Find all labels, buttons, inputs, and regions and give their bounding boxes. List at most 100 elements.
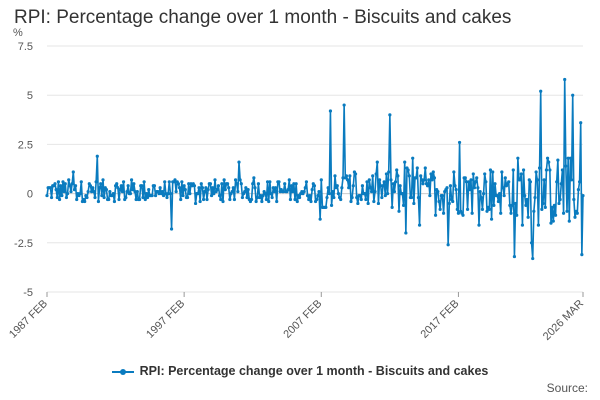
data-point[interactable] — [268, 180, 272, 184]
data-point[interactable] — [526, 215, 530, 219]
data-point[interactable] — [308, 193, 312, 198]
data-point[interactable] — [305, 193, 310, 198]
data-point[interactable] — [419, 174, 423, 178]
data-point[interactable] — [45, 193, 49, 198]
data-point[interactable] — [390, 205, 394, 209]
data-point[interactable] — [577, 180, 582, 184]
data-point[interactable] — [342, 103, 346, 107]
data-point[interactable] — [270, 195, 274, 200]
data-point[interactable] — [360, 184, 365, 188]
data-point[interactable] — [89, 190, 94, 194]
data-point[interactable] — [365, 180, 369, 184]
data-point[interactable] — [368, 186, 373, 190]
data-point[interactable] — [161, 193, 166, 198]
data-point[interactable] — [359, 197, 363, 202]
data-point[interactable] — [328, 109, 333, 113]
data-point[interactable] — [355, 195, 359, 200]
data-point[interactable] — [484, 180, 488, 184]
data-point[interactable] — [117, 197, 121, 202]
data-point[interactable] — [535, 178, 539, 182]
data-point[interactable] — [348, 174, 352, 178]
data-point[interactable] — [55, 195, 59, 200]
data-point[interactable] — [491, 170, 495, 174]
data-point[interactable] — [349, 199, 353, 204]
data-point[interactable] — [479, 195, 483, 200]
data-point[interactable] — [263, 192, 267, 196]
data-point[interactable] — [265, 180, 270, 184]
data-point[interactable] — [297, 195, 302, 200]
data-point[interactable] — [204, 186, 208, 190]
data-point[interactable] — [392, 190, 397, 194]
data-point[interactable] — [196, 192, 200, 196]
data-point[interactable] — [287, 178, 291, 182]
data-point[interactable] — [441, 211, 446, 215]
data-point[interactable] — [438, 207, 442, 211]
data-point[interactable] — [291, 190, 295, 194]
data-point[interactable] — [548, 168, 552, 172]
data-point[interactable] — [566, 156, 570, 160]
data-point[interactable] — [131, 188, 135, 192]
data-point[interactable] — [397, 209, 401, 213]
data-point[interactable] — [70, 182, 74, 186]
data-point[interactable] — [336, 192, 341, 196]
data-point[interactable] — [422, 178, 426, 182]
data-point[interactable] — [243, 190, 247, 194]
data-point[interactable] — [372, 199, 376, 204]
data-point[interactable] — [120, 190, 125, 194]
data-point[interactable] — [212, 192, 216, 196]
data-point[interactable] — [497, 192, 502, 196]
data-point[interactable] — [112, 199, 117, 204]
data-point[interactable] — [219, 197, 223, 202]
data-point[interactable] — [565, 209, 569, 213]
data-point[interactable] — [400, 192, 405, 196]
data-point[interactable] — [275, 199, 279, 204]
data-point[interactable] — [363, 192, 367, 196]
data-point[interactable] — [96, 199, 101, 204]
data-point[interactable] — [223, 188, 227, 192]
data-point[interactable] — [180, 180, 184, 184]
data-point[interactable] — [304, 180, 309, 184]
data-point[interactable] — [157, 192, 161, 196]
data-point[interactable] — [376, 201, 381, 206]
data-point[interactable] — [288, 197, 293, 202]
data-point[interactable] — [543, 205, 547, 209]
data-point[interactable] — [174, 190, 178, 194]
data-point[interactable] — [91, 186, 95, 190]
data-point[interactable] — [559, 182, 563, 186]
data-point[interactable] — [519, 172, 523, 176]
data-point[interactable] — [345, 178, 350, 182]
data-point[interactable] — [230, 190, 234, 194]
data-point[interactable] — [134, 197, 138, 202]
data-point[interactable] — [199, 182, 203, 186]
data-point[interactable] — [493, 182, 497, 186]
data-point[interactable] — [389, 178, 393, 182]
data-point[interactable] — [388, 113, 392, 117]
data-point[interactable] — [420, 178, 424, 182]
data-point[interactable] — [417, 223, 422, 227]
data-point[interactable] — [575, 211, 579, 215]
data-point[interactable] — [193, 201, 198, 206]
data-point[interactable] — [107, 197, 111, 202]
data-point[interactable] — [309, 199, 313, 204]
data-point[interactable] — [412, 201, 416, 206]
data-point[interactable] — [329, 203, 334, 208]
data-point[interactable] — [133, 190, 137, 194]
data-point[interactable] — [269, 192, 273, 196]
data-point[interactable] — [580, 253, 584, 257]
data-point[interactable] — [415, 166, 419, 170]
data-point[interactable] — [510, 203, 514, 208]
data-point[interactable] — [406, 168, 410, 172]
data-point[interactable] — [366, 201, 370, 206]
data-point[interactable] — [560, 168, 565, 172]
data-point[interactable] — [57, 197, 62, 202]
data-point[interactable] — [428, 193, 432, 198]
data-point[interactable] — [119, 184, 123, 188]
data-point[interactable] — [48, 186, 53, 190]
data-point[interactable] — [533, 195, 537, 200]
data-point[interactable] — [496, 199, 501, 204]
data-point[interactable] — [215, 188, 219, 192]
data-point[interactable] — [97, 186, 102, 190]
data-point[interactable] — [69, 190, 73, 194]
data-point[interactable] — [454, 188, 458, 192]
data-point[interactable] — [463, 176, 467, 180]
